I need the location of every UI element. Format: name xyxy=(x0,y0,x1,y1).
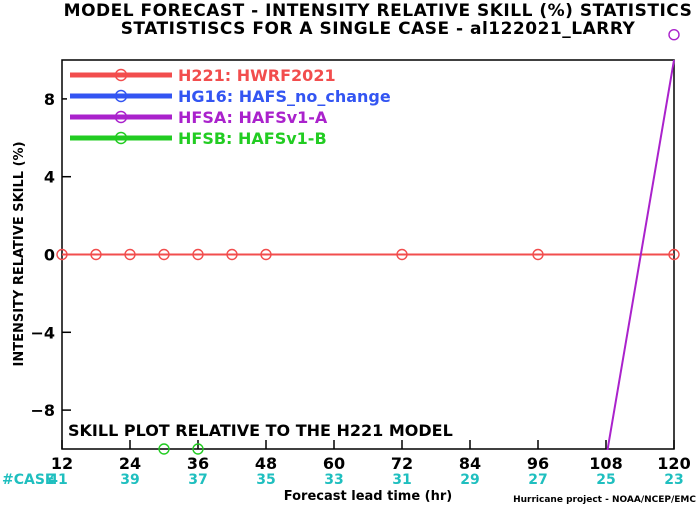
x-tick-label: 96 xyxy=(527,454,549,473)
case-count: 29 xyxy=(460,472,479,488)
y-tick-label: −4 xyxy=(30,323,55,342)
data-point xyxy=(668,29,680,41)
y-axis-label: INTENSITY RELATIVE SKILL (%) xyxy=(12,141,27,366)
y-tick-label: 0 xyxy=(44,246,55,265)
data-point xyxy=(56,248,68,261)
legend-label: H221: HWRF2021 xyxy=(178,66,336,85)
case-count: 33 xyxy=(324,472,343,488)
data-point xyxy=(532,248,544,261)
series-4 xyxy=(158,443,204,455)
chart-title: MODEL FORECAST - INTENSITY RELATIVE SKIL… xyxy=(64,1,693,21)
case-count: 35 xyxy=(256,472,275,488)
x-axis-label: Forecast lead time (hr) xyxy=(284,489,452,504)
skill-reference-note: SKILL PLOT RELATIVE TO THE H221 MODEL xyxy=(68,421,453,440)
data-point xyxy=(158,443,170,455)
x-tick-label: 84 xyxy=(459,454,481,473)
data-point xyxy=(396,248,408,261)
legend-marker xyxy=(114,110,128,124)
x-tick-label: 48 xyxy=(255,454,277,473)
case-count: 37 xyxy=(188,472,207,488)
legend-background xyxy=(67,64,78,144)
case-count: 39 xyxy=(120,472,139,488)
case-label: #CASE xyxy=(2,472,55,488)
case-count: 27 xyxy=(528,472,547,488)
x-tick-label: 72 xyxy=(391,454,413,473)
x-tick-label: 12 xyxy=(51,454,73,473)
x-tick-label: 36 xyxy=(187,454,209,473)
data-point xyxy=(668,248,680,261)
data-point xyxy=(192,443,204,455)
data-point xyxy=(158,248,170,261)
y-tick-label: −8 xyxy=(30,401,55,420)
data-point xyxy=(192,248,204,261)
y-axis-ticks: −8 −4 0 4 8 xyxy=(30,90,71,420)
footer-credit: Hurricane project - NOAA/NCEP/EMC xyxy=(513,495,696,505)
legend-marker xyxy=(114,131,128,145)
chart-subtitle: STATISTISCS FOR A SINGLE CASE - al122021… xyxy=(121,19,636,39)
x-tick-label: 108 xyxy=(589,454,622,473)
case-counts: 41 39 37 35 33 31 29 27 25 23 xyxy=(48,472,683,488)
legend-label: HG16: HAFS_no_change xyxy=(178,87,391,106)
legend-label: HFSB: HAFSv1-B xyxy=(178,129,327,148)
data-point xyxy=(90,248,102,261)
legend-marker xyxy=(114,89,128,103)
case-count: 23 xyxy=(664,472,683,488)
case-count: 41 xyxy=(48,472,67,488)
series-1 xyxy=(56,248,680,261)
x-tick-label: 120 xyxy=(657,454,690,473)
case-count: 31 xyxy=(392,472,411,488)
x-tick-label: 60 xyxy=(323,454,345,473)
x-axis-ticks: 12 24 36 48 60 72 84 96 108 120 xyxy=(51,440,691,473)
series-3 xyxy=(606,29,680,450)
data-point xyxy=(226,248,238,261)
legend-marker xyxy=(114,68,128,82)
series-layer xyxy=(56,29,680,455)
y-tick-label: 8 xyxy=(44,90,55,109)
x-tick-label: 24 xyxy=(119,454,141,473)
data-point xyxy=(260,248,272,261)
legend: H221: HWRF2021 HG16: HAFS_no_change HFSA: … xyxy=(70,66,391,148)
case-count: 25 xyxy=(596,472,615,488)
series-line xyxy=(606,59,675,450)
y-tick-label: 4 xyxy=(44,168,55,187)
data-point xyxy=(124,248,136,261)
legend-label: HFSA: HAFSv1-A xyxy=(178,108,328,127)
